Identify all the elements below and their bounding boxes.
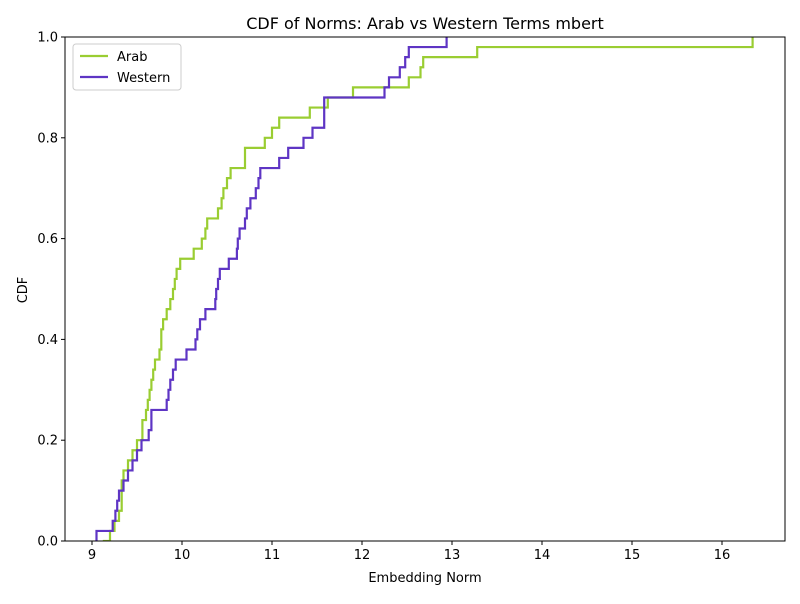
y-tick-label: 0.6: [37, 232, 58, 247]
y-axis: 0.0 0.2 0.4 0.6 0.8 1.0: [37, 31, 65, 550]
chart-title: CDF of Norms: Arab vs Western Terms mber…: [246, 14, 604, 33]
series-line-arab: [102, 37, 754, 541]
y-tick-label: 0.8: [37, 131, 58, 146]
x-tick-label: 9: [88, 548, 96, 563]
legend-label-arab: Arab: [117, 50, 147, 65]
y-tick-label: 0.4: [37, 333, 58, 348]
x-tick-label: 11: [264, 548, 281, 563]
x-tick-label: 14: [534, 548, 551, 563]
legend: Arab Western: [72, 43, 182, 91]
y-tick-label: 0.0: [37, 535, 58, 550]
legend-label-western: Western: [117, 71, 170, 86]
plot-frame: [64, 36, 786, 542]
x-tick-label: 15: [624, 548, 641, 563]
y-axis-label: CDF: [16, 277, 31, 304]
plot-area: [64, 36, 786, 542]
series-line-western: [95, 37, 448, 541]
x-axis-label: Embedding Norm: [368, 571, 481, 586]
y-tick-label: 0.2: [37, 434, 58, 449]
x-axis: 9 10 11 12 13 14 15 16: [88, 541, 730, 563]
x-tick-label: 13: [444, 548, 461, 563]
y-tick-label: 1.0: [37, 31, 58, 46]
x-tick-label: 12: [354, 548, 371, 563]
x-tick-label: 16: [714, 548, 731, 563]
x-tick-label: 10: [174, 548, 191, 563]
